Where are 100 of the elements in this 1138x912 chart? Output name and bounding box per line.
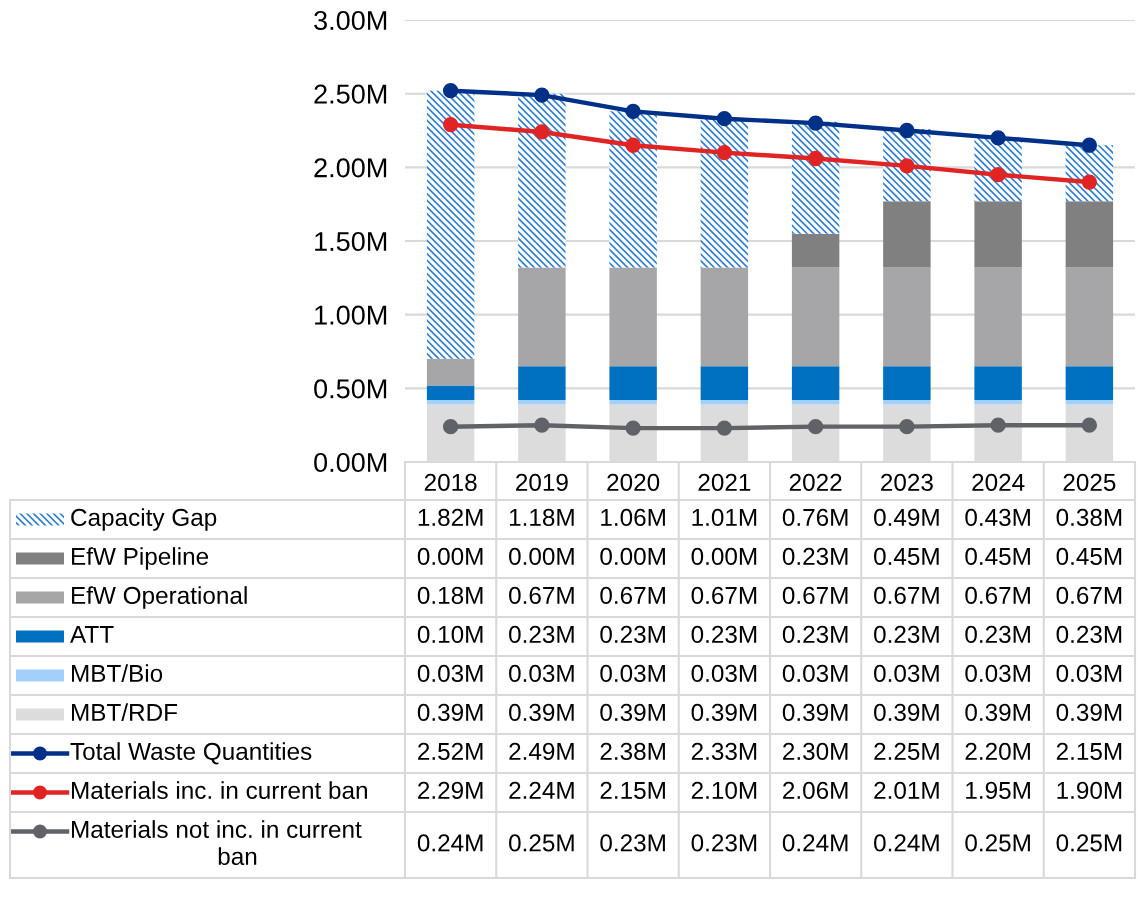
data-label: 0.39M: [417, 703, 483, 722]
data-label: 0.23M: [874, 625, 939, 644]
data-label: 0.03M: [509, 664, 574, 683]
point: [807, 150, 824, 167]
bar: [974, 366, 1022, 401]
data-label: 2.49M: [509, 742, 574, 761]
data-label: 0.39M: [509, 703, 574, 722]
data-label: 0.23M: [1056, 625, 1122, 644]
point: [990, 167, 1006, 183]
data-label: 0.25M: [1056, 834, 1122, 852]
point: [442, 83, 459, 99]
data-label: 1.18M: [509, 508, 574, 527]
data-label: 0.24M: [874, 834, 939, 852]
data-label: 0.39M: [874, 703, 939, 722]
y-tick-label: 0.00M: [314, 452, 387, 473]
legend-label: EfW Operational: [71, 586, 247, 609]
point: [625, 137, 641, 153]
bar: [1065, 400, 1114, 405]
data-label: 2.20M: [965, 742, 1030, 761]
data-label: 1.90M: [1057, 781, 1122, 800]
data-label: 0.03M: [1056, 664, 1122, 683]
data-label: 2.29M: [418, 781, 483, 800]
bar: [609, 400, 657, 405]
data-label: 0.00M: [417, 547, 483, 566]
data-label: 0.03M: [874, 664, 939, 683]
data-label: 0.03M: [782, 664, 848, 683]
x-tick-label: 2024: [972, 473, 1025, 491]
point: [1081, 137, 1098, 153]
data-label: 0.45M: [874, 547, 939, 566]
legend-label: Total Waste Quantities: [70, 742, 312, 765]
data-label: 1.06M: [601, 508, 665, 527]
data-label: 0.00M: [509, 547, 574, 566]
data-label: 0.67M: [691, 586, 757, 605]
legend-label: MBT/RDF: [71, 703, 178, 722]
data-label: 0.03M: [691, 664, 757, 683]
bar: [883, 400, 931, 405]
data-label: 0.03M: [600, 664, 665, 683]
data-label: 2.15M: [600, 781, 665, 800]
y-tick-label: 1.50M: [315, 231, 387, 252]
point: [899, 122, 915, 139]
bar: [791, 233, 840, 268]
point: [899, 158, 915, 174]
point: [716, 144, 733, 161]
data-label: 2.10M: [691, 781, 757, 800]
bar: [609, 267, 657, 367]
data-label: 2.24M: [509, 781, 574, 799]
y-tick-label: 0.50M: [314, 379, 387, 399]
data-label: 1.01M: [692, 508, 757, 527]
bar: [700, 118, 749, 268]
bar: [974, 400, 1022, 405]
data-label: 0.03M: [965, 664, 1030, 683]
bar: [518, 267, 566, 367]
data-label: 0.67M: [965, 586, 1030, 605]
data-label: 0.23M: [965, 625, 1030, 644]
data-label: 0.00M: [600, 547, 665, 566]
x-tick-label: 2023: [881, 473, 933, 491]
data-label: 2.30M: [783, 742, 848, 761]
x-tick-label: 2018: [424, 473, 477, 491]
data-label: 0.23M: [782, 547, 848, 566]
legend-label: Materials inc. in current ban: [71, 781, 367, 800]
y-tick-label: 2.50M: [314, 84, 387, 104]
x-tick-label: 2019: [516, 473, 568, 491]
bar: [791, 267, 840, 367]
x-tick-label: 2022: [789, 473, 842, 491]
data-label: 0.39M: [965, 703, 1030, 722]
y-tick-label: 2.00M: [314, 158, 387, 178]
data-label: 0.23M: [600, 625, 665, 644]
bar: [518, 400, 566, 405]
bar: [426, 90, 475, 359]
data-label: 0.23M: [600, 834, 665, 852]
data-label: 0.18M: [417, 586, 483, 605]
y-tick-label: 3.00M: [314, 10, 387, 31]
data-label: 0.23M: [691, 834, 757, 852]
data-label: 1.95M: [966, 781, 1030, 800]
data-label: 1.82M: [418, 508, 483, 527]
data-label: 0.67M: [509, 586, 574, 605]
data-label: 0.39M: [600, 703, 665, 722]
data-label: 0.24M: [782, 834, 848, 852]
point: [534, 87, 550, 103]
data-label: 0.67M: [874, 586, 939, 605]
point: [716, 111, 733, 127]
data-label: 2.33M: [691, 742, 757, 761]
point: [990, 130, 1006, 146]
bar: [883, 366, 931, 401]
data-label: 0.00M: [691, 547, 757, 566]
legend-label: ATT: [70, 626, 114, 643]
data-label: 0.25M: [965, 834, 1030, 852]
data-label: 2.25M: [874, 742, 939, 761]
data-label: 2.52M: [418, 742, 483, 761]
y-tick-label: 1.00M: [315, 305, 387, 325]
point: [625, 103, 641, 119]
legend-label: MBT/Bio: [71, 664, 163, 683]
data-label: 0.23M: [691, 625, 757, 644]
data-label: 2.38M: [600, 742, 665, 761]
data-label: 0.45M: [1056, 547, 1122, 566]
bar: [1065, 366, 1114, 401]
data-label: 0.76M: [782, 508, 848, 527]
bar: [518, 93, 566, 268]
data-label: 0.67M: [1056, 586, 1122, 605]
bar: [700, 267, 749, 367]
